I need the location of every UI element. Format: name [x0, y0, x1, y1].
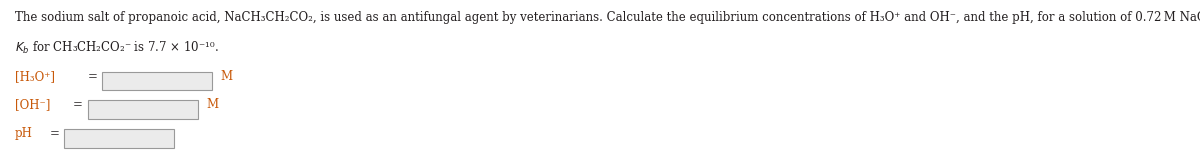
Text: =: = [73, 98, 83, 111]
Text: The sodium salt of propanoic acid, NaCH₃CH₂CO₂, is used as an antifungal agent b: The sodium salt of propanoic acid, NaCH₃… [14, 11, 1200, 24]
Text: M: M [206, 98, 218, 111]
Text: [H₃O⁺]: [H₃O⁺] [14, 70, 55, 83]
Text: [OH⁻]: [OH⁻] [14, 98, 50, 111]
Text: =: = [88, 70, 98, 83]
Text: $K_b$ for CH₃CH₂CO₂⁻ is 7.7 × 10⁻¹⁰.: $K_b$ for CH₃CH₂CO₂⁻ is 7.7 × 10⁻¹⁰. [14, 40, 218, 56]
Text: pH: pH [14, 127, 32, 140]
FancyBboxPatch shape [64, 128, 174, 148]
Text: =: = [50, 127, 60, 140]
Text: M: M [220, 70, 232, 83]
FancyBboxPatch shape [102, 72, 212, 90]
FancyBboxPatch shape [88, 99, 198, 119]
